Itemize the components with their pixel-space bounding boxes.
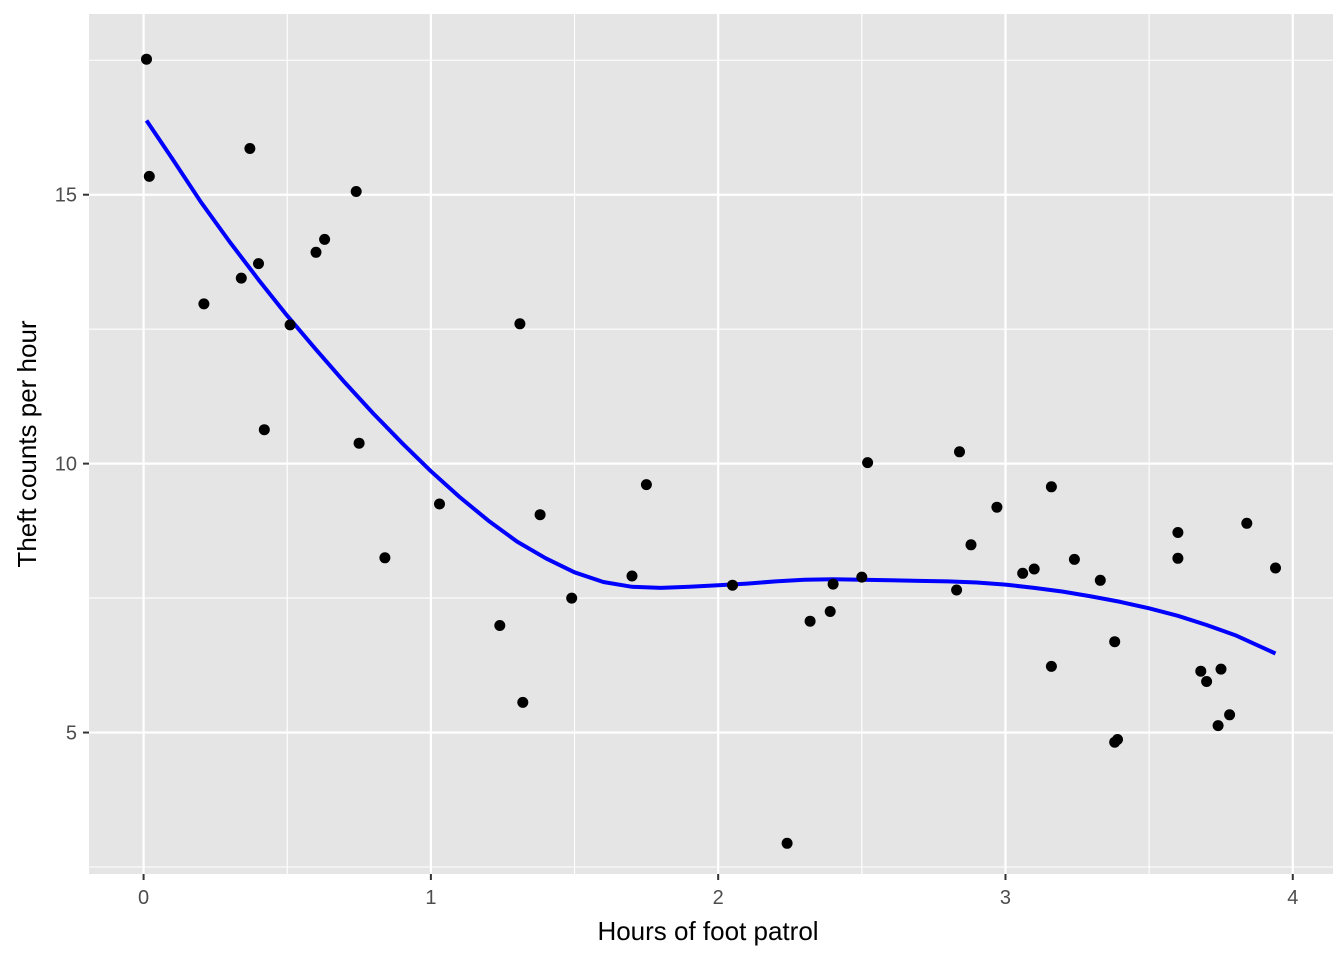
data-point [1045, 660, 1057, 672]
data-point [253, 258, 264, 270]
data-point [1028, 563, 1040, 575]
data-point [1112, 734, 1123, 745]
data-point [1094, 574, 1106, 586]
data-point [1109, 636, 1121, 648]
data-point [954, 446, 965, 458]
data-point [566, 592, 578, 604]
data-point [991, 501, 1003, 513]
data-point [198, 298, 210, 310]
major-gridlines [89, 14, 1333, 874]
data-point [258, 424, 270, 436]
data-point [965, 539, 977, 551]
data-point [310, 246, 322, 258]
data-point [856, 571, 868, 583]
data-point [1068, 553, 1080, 565]
data-point [804, 615, 816, 627]
data-point [353, 437, 365, 449]
x-tick-label: 2 [713, 887, 724, 909]
data-point [1172, 527, 1184, 538]
data-point [1017, 567, 1029, 579]
data-point [1212, 720, 1224, 732]
data-point [141, 53, 152, 65]
data-point [244, 143, 256, 154]
smooth-fit-line [144, 119, 1277, 656]
data-point [494, 620, 506, 631]
data-point [824, 606, 836, 617]
data-point [143, 170, 155, 182]
y-axis-label: Theft counts per hour [12, 320, 42, 567]
data-point [862, 457, 874, 469]
data-point [781, 837, 793, 849]
data-point [1195, 665, 1207, 677]
data-point [727, 579, 738, 591]
x-tick-label: 1 [425, 887, 436, 909]
data-point [235, 272, 247, 284]
data-point [379, 552, 391, 564]
data-point [1241, 517, 1253, 529]
x-tick-label: 0 [138, 887, 149, 909]
data-point [319, 233, 331, 245]
data-point [626, 570, 638, 582]
data-point [1224, 709, 1236, 721]
y-axis: 5 10 15 [55, 185, 89, 745]
data-point [640, 479, 652, 491]
data-point [434, 498, 445, 510]
data-point [534, 509, 546, 521]
data-point [284, 319, 296, 331]
y-tick-label: 5 [66, 723, 77, 745]
data-point [350, 186, 362, 197]
x-tick-label: 4 [1287, 887, 1298, 909]
data-point [827, 578, 839, 590]
data-point [1270, 562, 1281, 574]
points-layer [141, 53, 1281, 849]
data-point [517, 696, 529, 708]
x-axis-label: Hours of foot patrol [597, 916, 818, 946]
data-point [1045, 481, 1057, 493]
data-point [1201, 676, 1213, 687]
data-point [1215, 663, 1227, 675]
data-point [1172, 552, 1184, 564]
x-axis: 0 1 2 3 4 [138, 874, 1298, 909]
x-tick-label: 3 [1000, 887, 1011, 909]
data-point [951, 584, 963, 596]
plot-panel [89, 14, 1333, 874]
y-tick-label: 10 [55, 454, 77, 476]
data-point [514, 318, 526, 330]
y-tick-label: 15 [55, 185, 77, 207]
fit-line-layer [144, 119, 1277, 656]
